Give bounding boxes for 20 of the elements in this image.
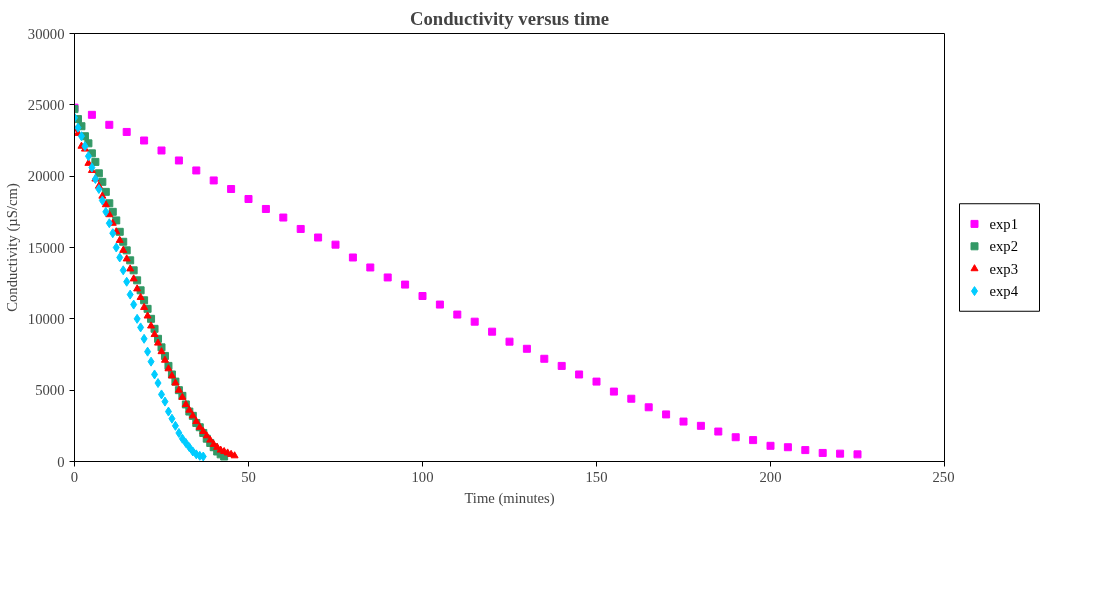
legend-label: exp1	[989, 215, 1018, 232]
chart-title: Conductivity versus time	[410, 7, 610, 29]
y-tick-label: 25000	[27, 96, 65, 113]
y-tick-label: 15000	[27, 239, 65, 256]
y-axis-title: Conductivity (µS/cm)	[3, 183, 21, 312]
y-tick-label: 20000	[27, 168, 65, 185]
legend-label: exp2	[989, 238, 1018, 255]
x-tick-label: 200	[759, 468, 782, 485]
y-tick-label: 10000	[27, 310, 65, 327]
x-axis-title: Time (minutes)	[464, 489, 555, 507]
x-tick-label: 250	[932, 468, 955, 485]
legend-label: exp4	[989, 283, 1019, 300]
y-tick-label: 30000	[27, 25, 65, 42]
y-tick-label: 5000	[35, 382, 65, 399]
legend-label: exp3	[989, 260, 1018, 277]
x-tick-label: 50	[241, 468, 256, 485]
x-tick-label: 100	[411, 468, 434, 485]
y-tick-label: 0	[57, 453, 65, 470]
x-tick-label: 0	[70, 468, 79, 485]
x-tick-label: 150	[585, 468, 608, 485]
